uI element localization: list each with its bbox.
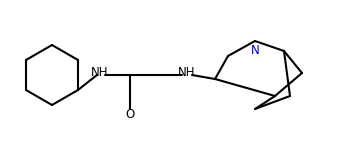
Text: N: N xyxy=(251,45,259,58)
Text: O: O xyxy=(125,108,135,120)
Text: NH: NH xyxy=(178,66,196,79)
Text: NH: NH xyxy=(91,66,109,79)
